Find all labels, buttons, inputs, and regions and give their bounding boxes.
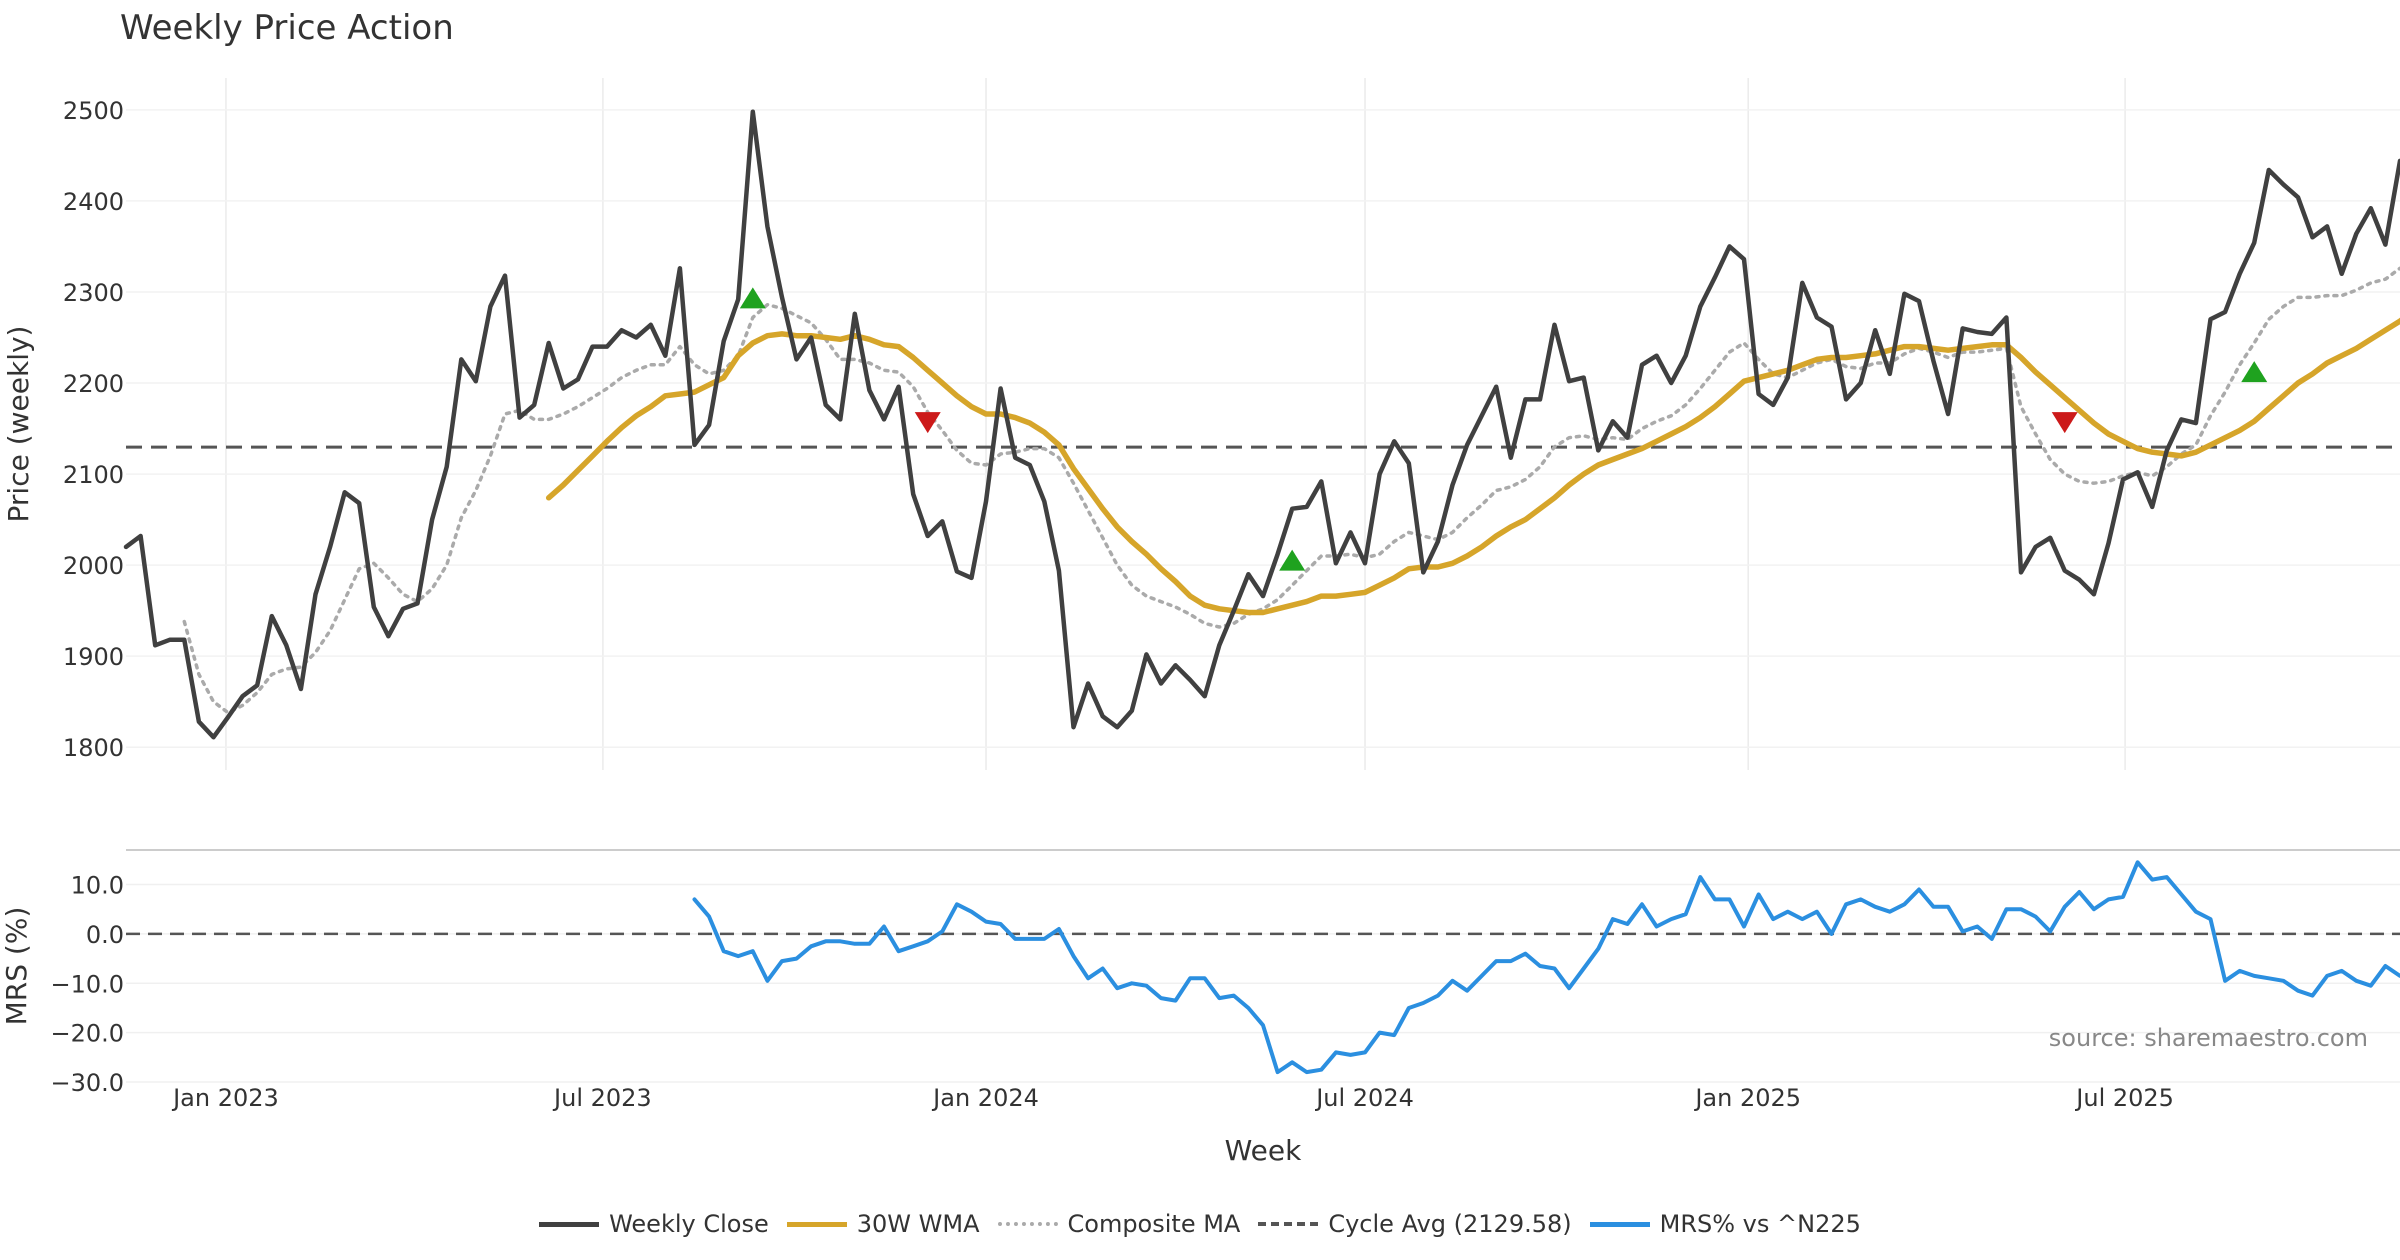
wma-30w-line [545, 317, 2400, 616]
sell-signal-marker [914, 412, 941, 434]
x-tick-label: Jan 2023 [171, 1084, 279, 1112]
legend-item-weekly-close[interactable]: Weekly Close [539, 1210, 769, 1238]
buy-signal-marker [2241, 361, 2268, 383]
price-y-axis-label: Price (weekly) [2, 326, 35, 523]
legend-swatch-mrs [1589, 1221, 1650, 1227]
sell-signal-marker [2051, 412, 2078, 434]
legend-label-30w-wma: 30W WMA [856, 1210, 980, 1238]
mrs-line [692, 860, 2400, 1075]
price-y-tick-label: 2400 [63, 188, 124, 216]
source-annotation: source: sharemaestro.com [2049, 1024, 2368, 1052]
mrs-y-tick-label: −30.0 [50, 1069, 124, 1097]
price-y-tick-label: 2100 [63, 461, 124, 489]
legend-item-cycle-avg[interactable]: Cycle Avg (2129.58) [1258, 1210, 1572, 1238]
mrs-y-tick-label: −20.0 [50, 1020, 124, 1048]
price-y-tick-label: 2300 [63, 279, 124, 307]
x-tick-label: Jul 2024 [1314, 1084, 1414, 1112]
chart-legend: Weekly Close 30W WMA Composite MA Cycle … [0, 1210, 2400, 1238]
legend-label-cycle-avg: Cycle Avg (2129.58) [1328, 1210, 1572, 1238]
mrs-y-tick-label: −10.0 [50, 970, 124, 998]
mrs-y-tick-label: 0.0 [86, 921, 124, 949]
price-y-tick-label: 2000 [63, 552, 124, 580]
mrs-y-tick-label: 10.0 [71, 872, 124, 900]
legend-label-mrs: MRS% vs ^N225 [1659, 1210, 1861, 1238]
chart-title: Weekly Price Action [120, 8, 454, 48]
buy-signal-marker [1279, 549, 1306, 571]
price-y-tick-label: 2200 [63, 370, 124, 398]
price-y-tick-label: 2500 [63, 97, 124, 125]
price-y-tick-label: 1900 [63, 643, 124, 671]
legend-item-mrs[interactable]: MRS% vs ^N225 [1589, 1210, 1861, 1238]
legend-swatch-30w-wma [786, 1221, 847, 1227]
legend-label-composite-ma: Composite MA [1067, 1210, 1241, 1238]
x-axis-label: Week [1225, 1134, 1302, 1167]
legend-label-weekly-close: Weekly Close [609, 1210, 769, 1238]
legend-swatch-composite-ma [997, 1222, 1058, 1226]
weekly-close-line [123, 109, 2400, 740]
buy-signal-marker [739, 287, 766, 309]
legend-swatch-weekly-close [539, 1221, 600, 1227]
mrs-y-axis-label: MRS (%) [0, 907, 33, 1026]
legend-swatch-cycle-avg [1258, 1222, 1319, 1226]
legend-item-composite-ma[interactable]: Composite MA [997, 1210, 1241, 1238]
x-tick-label: Jul 2023 [552, 1084, 652, 1112]
legend-item-30w-wma[interactable]: 30W WMA [786, 1210, 980, 1238]
composite-ma-line [182, 266, 2400, 715]
x-tick-label: Jan 2024 [931, 1084, 1039, 1112]
x-tick-label: Jul 2025 [2074, 1084, 2174, 1112]
x-tick-label: Jan 2025 [1693, 1084, 1801, 1112]
price-y-tick-label: 1800 [63, 734, 124, 762]
